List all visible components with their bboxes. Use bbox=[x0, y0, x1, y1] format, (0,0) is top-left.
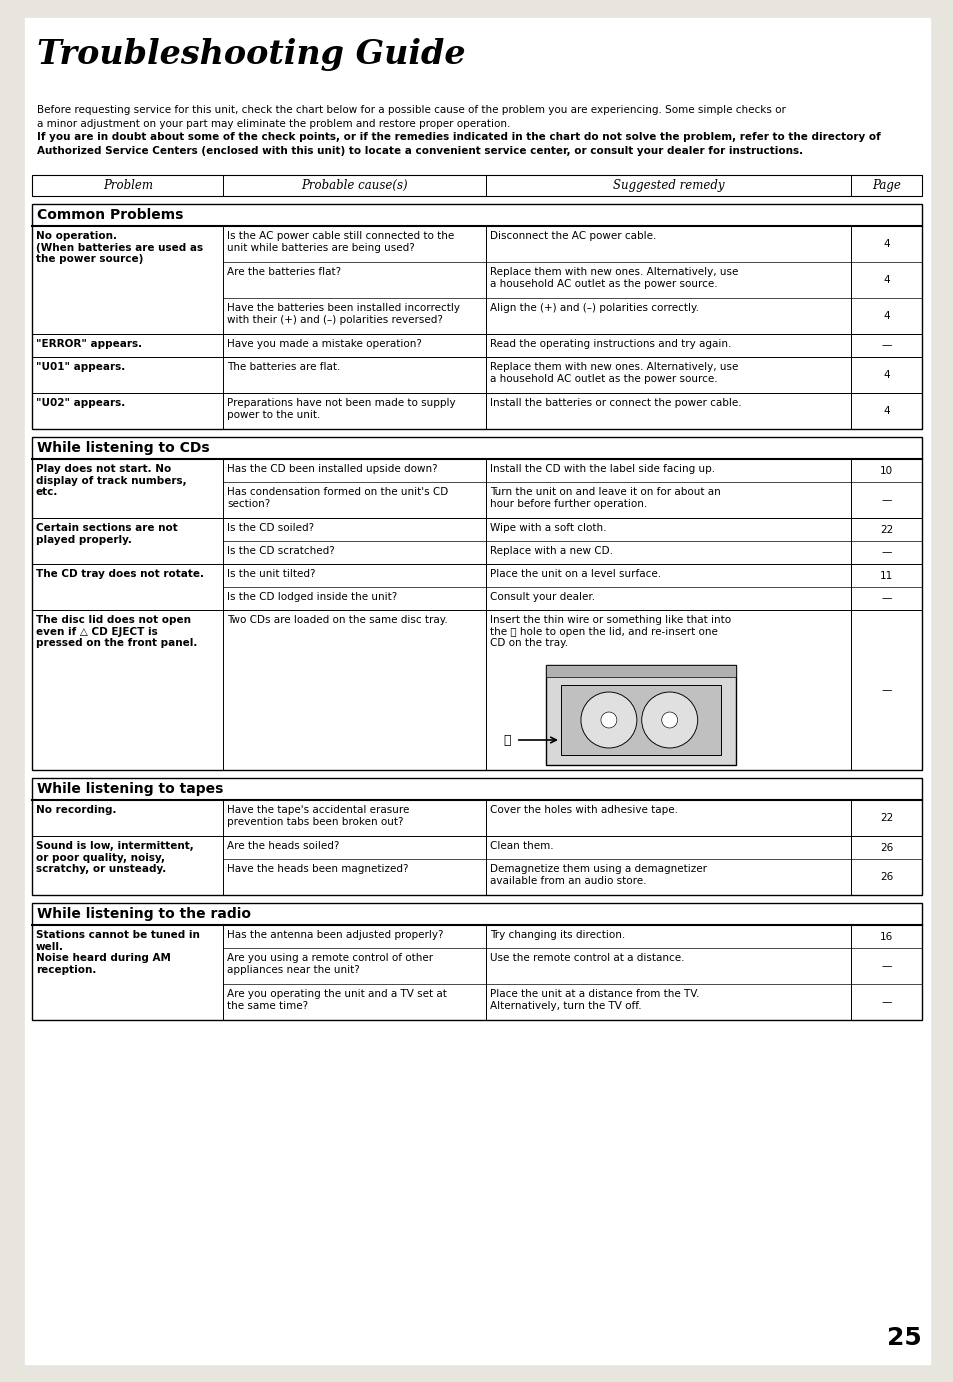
Text: Have the heads been magnetized?: Have the heads been magnetized? bbox=[227, 864, 409, 873]
Text: Play does not start. No
display of track numbers,
etc.: Play does not start. No display of track… bbox=[36, 464, 187, 498]
Text: —: — bbox=[881, 593, 891, 604]
Text: Place the unit at a distance from the TV.
Alternatively, turn the TV off.: Place the unit at a distance from the TV… bbox=[490, 990, 699, 1010]
Text: Page: Page bbox=[871, 180, 900, 192]
Text: Has the CD been installed upside down?: Has the CD been installed upside down? bbox=[227, 464, 437, 474]
Text: Have the tape's accidental erasure
prevention tabs been broken out?: Have the tape's accidental erasure preve… bbox=[227, 804, 409, 826]
Text: The batteries are flat.: The batteries are flat. bbox=[227, 362, 340, 372]
Text: While listening to CDs: While listening to CDs bbox=[37, 441, 210, 455]
Text: 22: 22 bbox=[879, 813, 892, 824]
Text: The disc lid does not open
even if △ CD EJECT is
pressed on the front panel.: The disc lid does not open even if △ CD … bbox=[36, 615, 197, 648]
Text: Disconnect the AC power cable.: Disconnect the AC power cable. bbox=[490, 231, 656, 240]
Text: No operation.
(When batteries are used as
the power source): No operation. (When batteries are used a… bbox=[36, 231, 203, 264]
Text: 4: 4 bbox=[882, 311, 889, 321]
Circle shape bbox=[580, 692, 637, 748]
Text: —: — bbox=[881, 340, 891, 351]
Text: Have the batteries been installed incorrectly
with their (+) and (–) polarities : Have the batteries been installed incorr… bbox=[227, 303, 460, 325]
Circle shape bbox=[641, 692, 697, 748]
Text: Turn the unit on and leave it on for about an
hour before further operation.: Turn the unit on and leave it on for abo… bbox=[490, 486, 720, 509]
Text: Are you operating the unit and a TV set at
the same time?: Are you operating the unit and a TV set … bbox=[227, 990, 447, 1010]
Text: Align the (+) and (–) polarities correctly.: Align the (+) and (–) polarities correct… bbox=[490, 303, 699, 312]
Bar bbox=[32, 778, 921, 896]
Text: Consult your dealer.: Consult your dealer. bbox=[490, 591, 595, 603]
Bar bbox=[545, 665, 735, 677]
Text: Ⓐ: Ⓐ bbox=[503, 734, 511, 746]
Text: 4: 4 bbox=[882, 239, 889, 249]
Text: While listening to tapes: While listening to tapes bbox=[37, 782, 223, 796]
Text: Suggested remedy: Suggested remedy bbox=[612, 180, 723, 192]
Text: Clean them.: Clean them. bbox=[490, 842, 553, 851]
Text: Are the batteries flat?: Are the batteries flat? bbox=[227, 267, 341, 276]
Text: —: — bbox=[881, 547, 891, 557]
Text: Have you made a mistake operation?: Have you made a mistake operation? bbox=[227, 339, 422, 350]
Bar bbox=[32, 176, 921, 196]
Circle shape bbox=[661, 712, 677, 728]
Text: Insert the thin wire or something like that into
the Ⓐ hole to open the lid, and: Insert the thin wire or something like t… bbox=[490, 615, 730, 648]
Text: Problem: Problem bbox=[103, 180, 152, 192]
Text: Two CDs are loaded on the same disc tray.: Two CDs are loaded on the same disc tray… bbox=[227, 615, 448, 625]
Text: Wipe with a soft cloth.: Wipe with a soft cloth. bbox=[490, 522, 606, 533]
Text: Demagnetize them using a demagnetizer
available from an audio store.: Demagnetize them using a demagnetizer av… bbox=[490, 864, 706, 886]
Text: a minor adjustment on your part may eliminate the problem and restore proper ope: a minor adjustment on your part may elim… bbox=[37, 119, 510, 129]
Text: Is the AC power cable still connected to the
unit while batteries are being used: Is the AC power cable still connected to… bbox=[227, 231, 455, 253]
Text: "U02" appears.: "U02" appears. bbox=[36, 398, 125, 408]
Text: 16: 16 bbox=[879, 931, 892, 941]
Text: Sound is low, intermittent,
or poor quality, noisy,
scratchy, or unsteady.: Sound is low, intermittent, or poor qual… bbox=[36, 842, 193, 875]
Text: —: — bbox=[881, 960, 891, 972]
Text: 4: 4 bbox=[882, 275, 889, 285]
Text: Preparations have not been made to supply
power to the unit.: Preparations have not been made to suppl… bbox=[227, 398, 456, 420]
Text: Is the CD scratched?: Is the CD scratched? bbox=[227, 546, 335, 556]
Bar bbox=[32, 902, 921, 1020]
Text: Read the operating instructions and try again.: Read the operating instructions and try … bbox=[490, 339, 731, 350]
Text: If you are in doubt about some of the check points, or if the remedies indicated: If you are in doubt about some of the ch… bbox=[37, 133, 880, 142]
Text: Are the heads soiled?: Are the heads soiled? bbox=[227, 842, 339, 851]
Text: Common Problems: Common Problems bbox=[37, 209, 183, 223]
Text: Cover the holes with adhesive tape.: Cover the holes with adhesive tape. bbox=[490, 804, 678, 815]
Text: —: — bbox=[881, 685, 891, 695]
Text: Has the antenna been adjusted properly?: Has the antenna been adjusted properly? bbox=[227, 930, 443, 940]
Text: Certain sections are not
played properly.: Certain sections are not played properly… bbox=[36, 522, 177, 545]
Text: Troubleshooting Guide: Troubleshooting Guide bbox=[37, 37, 465, 70]
Text: No recording.: No recording. bbox=[36, 804, 116, 815]
Text: The CD tray does not rotate.: The CD tray does not rotate. bbox=[36, 569, 204, 579]
Text: 26: 26 bbox=[879, 872, 892, 882]
Text: Replace with a new CD.: Replace with a new CD. bbox=[490, 546, 612, 556]
Text: Try changing its direction.: Try changing its direction. bbox=[490, 930, 624, 940]
Text: Has condensation formed on the unit's CD
section?: Has condensation formed on the unit's CD… bbox=[227, 486, 448, 509]
Text: Place the unit on a level surface.: Place the unit on a level surface. bbox=[490, 569, 660, 579]
Bar bbox=[32, 437, 921, 770]
Text: 26: 26 bbox=[879, 843, 892, 853]
Text: 4: 4 bbox=[882, 370, 889, 380]
Text: 10: 10 bbox=[879, 466, 892, 475]
Bar bbox=[560, 685, 720, 755]
Text: Install the batteries or connect the power cable.: Install the batteries or connect the pow… bbox=[490, 398, 740, 408]
Text: —: — bbox=[881, 996, 891, 1007]
Text: Probable cause(s): Probable cause(s) bbox=[301, 180, 408, 192]
Bar bbox=[32, 205, 921, 428]
Text: Install the CD with the label side facing up.: Install the CD with the label side facin… bbox=[490, 464, 715, 474]
Text: Use the remote control at a distance.: Use the remote control at a distance. bbox=[490, 954, 683, 963]
Text: Authorized Service Centers (enclosed with this unit) to locate a convenient serv: Authorized Service Centers (enclosed wit… bbox=[37, 145, 802, 156]
Text: Stations cannot be tuned in
well.
Noise heard during AM
reception.: Stations cannot be tuned in well. Noise … bbox=[36, 930, 200, 974]
Text: Before requesting service for this unit, check the chart below for a possible ca: Before requesting service for this unit,… bbox=[37, 105, 785, 115]
Text: Replace them with new ones. Alternatively, use
a household AC outlet as the powe: Replace them with new ones. Alternativel… bbox=[490, 267, 738, 289]
Circle shape bbox=[600, 712, 617, 728]
Text: Is the CD soiled?: Is the CD soiled? bbox=[227, 522, 314, 533]
Text: Is the CD lodged inside the unit?: Is the CD lodged inside the unit? bbox=[227, 591, 397, 603]
Text: "U01" appears.: "U01" appears. bbox=[36, 362, 125, 372]
Text: 22: 22 bbox=[879, 525, 892, 535]
Text: Is the unit tilted?: Is the unit tilted? bbox=[227, 569, 315, 579]
Text: "ERROR" appears.: "ERROR" appears. bbox=[36, 339, 142, 350]
Text: 11: 11 bbox=[879, 571, 892, 580]
Text: 4: 4 bbox=[882, 406, 889, 416]
Text: While listening to the radio: While listening to the radio bbox=[37, 907, 251, 920]
Text: Are you using a remote control of other
appliances near the unit?: Are you using a remote control of other … bbox=[227, 954, 433, 974]
Bar bbox=[545, 665, 735, 766]
Text: —: — bbox=[881, 495, 891, 504]
Text: Replace them with new ones. Alternatively, use
a household AC outlet as the powe: Replace them with new ones. Alternativel… bbox=[490, 362, 738, 384]
Text: 25: 25 bbox=[886, 1325, 921, 1350]
